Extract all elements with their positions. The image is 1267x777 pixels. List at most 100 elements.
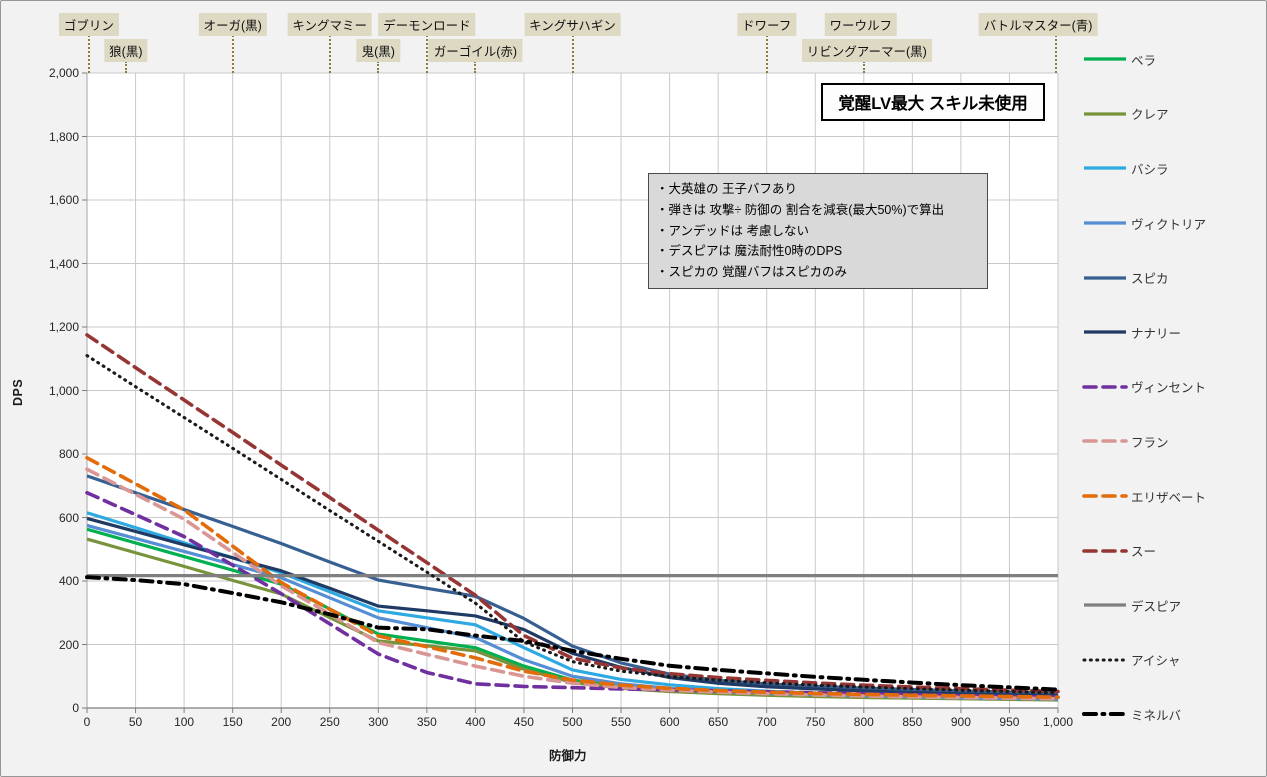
- legend-item: スー: [1082, 523, 1206, 578]
- legend-label: ミネルバ: [1131, 708, 1182, 723]
- legend-item: アイシャ: [1082, 633, 1206, 688]
- y-axis-tick-label: 400: [58, 574, 79, 588]
- legend-item: バシラ: [1082, 141, 1206, 196]
- legend-item: デスピア: [1082, 578, 1206, 633]
- x-axis-tick-label: 550: [611, 715, 632, 729]
- x-axis-tick-label: 950: [999, 715, 1020, 729]
- enemy-marker-label: キングマミー: [287, 13, 373, 36]
- note-line: ・大英雄の 王子バフあり: [656, 182, 797, 196]
- x-axis-tick-label: 650: [708, 715, 729, 729]
- note-line: ・デスピアは 魔法耐性0時のDPS: [656, 244, 843, 259]
- legend-item: ベラ: [1082, 32, 1206, 87]
- enemy-marker-label: ガーゴイル(赤): [428, 39, 523, 62]
- y-axis-tick-label: 1,200: [48, 320, 79, 334]
- y-axis-tick-label: 1,800: [48, 129, 79, 144]
- x-axis-title: 防御力: [549, 749, 587, 763]
- enemy-marker-line: [425, 35, 428, 73]
- legend-item: スピカ: [1082, 250, 1206, 305]
- x-axis-tick-label: 450: [513, 715, 534, 729]
- legend-item: フラン: [1082, 414, 1206, 469]
- legend-label: バシラ: [1131, 162, 1169, 177]
- enemy-marker-line: [231, 35, 234, 73]
- legend-label: エリザベート: [1131, 490, 1207, 505]
- x-axis-tick-label: 500: [562, 715, 583, 729]
- legend-label: スピカ: [1131, 272, 1169, 287]
- x-axis-tick-label: 50: [128, 715, 143, 729]
- y-axis-tick-label: 1,400: [48, 256, 79, 271]
- y-axis-tick-label: 1,600: [48, 193, 79, 207]
- legend-swatch-icon: [1084, 166, 1126, 171]
- series-line-5: [86, 516, 1059, 698]
- legend-swatch-icon: [1082, 385, 1128, 389]
- legend-label: フラン: [1131, 435, 1169, 450]
- legend-swatch-icon: [1082, 548, 1128, 553]
- x-axis-tick-label: 300: [368, 715, 389, 729]
- y-axis-tick-label: 0: [72, 701, 79, 715]
- x-axis-tick-label: 750: [805, 715, 826, 729]
- legend-label: クレア: [1131, 108, 1169, 123]
- legend-item: エリザベート: [1082, 469, 1206, 524]
- enemy-marker-line: [328, 35, 331, 73]
- enemy-marker-label: バトルマスター(青): [978, 13, 1098, 36]
- legend-swatch-icon: [1082, 439, 1128, 444]
- enemy-marker-line: [765, 35, 768, 73]
- legend-label: ナナリー: [1131, 326, 1182, 341]
- x-axis-tick-label: 900: [950, 715, 971, 729]
- legend-item: クレア: [1082, 87, 1206, 142]
- chart-title: 覚醒LV最大 スキル未使用: [821, 83, 1045, 121]
- x-axis-tick-label: 200: [271, 715, 292, 729]
- x-axis-tick-label: 0: [83, 715, 91, 729]
- enemy-marker-label: リビングアーマー(黒): [801, 39, 932, 62]
- legend-label: ベラ: [1131, 53, 1157, 68]
- legend-item: ヴィクトリア: [1082, 196, 1206, 251]
- x-axis-tick-label: 400: [465, 715, 486, 729]
- x-axis-tick-label: 350: [416, 715, 437, 729]
- enemy-marker-label: 狼(黒): [104, 39, 148, 62]
- legend-label: デスピア: [1131, 599, 1182, 614]
- legend-swatch-icon: [1084, 276, 1126, 280]
- x-axis-tick-label: 700: [756, 715, 777, 729]
- legend-item: ヴィンセント: [1082, 360, 1206, 415]
- notes-box: ・大英雄の 王子バフあり・弾きは 攻撃÷ 防御の 割合を減衰(最大50%)で算出…: [648, 173, 988, 289]
- enemy-marker-label: オーガ(黒): [198, 13, 267, 36]
- enemy-marker-line: [1055, 35, 1058, 73]
- legend-label: スー: [1131, 545, 1157, 560]
- legend-swatch-icon: [1084, 330, 1126, 334]
- enemy-marker-label: 鬼(黒): [356, 39, 400, 62]
- enemy-marker-label: ドワーフ: [737, 13, 797, 36]
- legend-label: ヴィンセント: [1131, 381, 1207, 396]
- series-line-8: [85, 456, 1060, 700]
- x-axis-tick-label: 100: [174, 715, 195, 729]
- enemy-marker-line: [862, 61, 865, 73]
- series-line-9: [85, 333, 1060, 694]
- enemy-marker-line: [377, 61, 380, 73]
- legend-swatch-icon: [1084, 112, 1126, 116]
- legend: ベラクレアバシラヴィクトリアスピカナナリーヴィンセント フランエリザベート スーデス…: [1082, 32, 1206, 742]
- series-line-4: [86, 474, 1059, 695]
- legend-swatch-icon: [1084, 221, 1126, 225]
- enemy-marker-line: [124, 61, 127, 73]
- legend-item: ナナリー: [1082, 305, 1206, 360]
- legend-item: ミネルバ: [1082, 687, 1206, 742]
- note-line: ・弾きは 攻撃÷ 防御の 割合を減衰(最大50%)で算出: [656, 202, 945, 217]
- enemy-marker-label: デーモンロード: [378, 13, 476, 36]
- legend-swatch-icon: [1084, 603, 1126, 607]
- enemy-marker-line: [571, 35, 574, 73]
- enemy-marker-line: [87, 35, 90, 73]
- y-axis-tick-label: 200: [58, 637, 79, 652]
- legend-swatch-icon: [1082, 658, 1128, 662]
- x-axis-tick-label: 1,000: [1042, 715, 1074, 729]
- series-line-12: [85, 575, 1060, 692]
- legend-swatch-icon: [1082, 494, 1128, 498]
- note-line: ・アンデッドは 考慮しない: [656, 223, 809, 238]
- x-axis-tick-label: 800: [853, 715, 874, 729]
- series-line-11: [85, 354, 1060, 695]
- legend-swatch-icon: [1084, 57, 1126, 61]
- enemy-marker-line: [474, 61, 477, 73]
- y-axis-tick-label: 800: [58, 447, 79, 461]
- enemy-marker-label: キングサハギン: [524, 13, 621, 36]
- note-line: ・スピカの 覚醒バフはスピカのみ: [656, 265, 847, 280]
- enemy-marker-label: ワーウルフ: [824, 13, 898, 36]
